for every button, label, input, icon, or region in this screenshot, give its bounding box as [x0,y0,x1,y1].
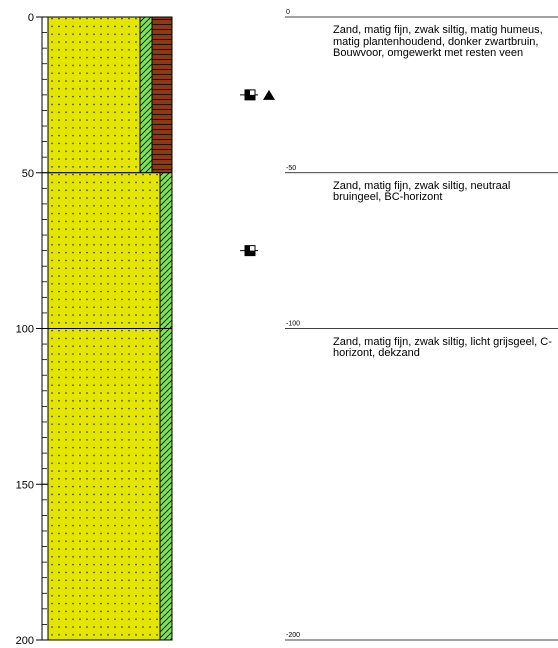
sample-fill [245,250,255,256]
layer-fill [151,16,173,174]
layer-fill [159,172,173,329]
layer-description: Zand, matig fijn, zwak siltig, matig hum… [333,24,543,59]
layer-fill [139,16,153,174]
layer-fill [47,328,161,641]
tick-label: 200 [16,635,34,647]
layer-description: Zand, matig fijn, zwak siltig, licht gri… [333,335,552,359]
layer-fill [159,328,173,641]
depth-label: -50 [286,165,296,172]
tick-label: 0 [28,12,34,24]
sample-marker [240,89,258,101]
layer-fill [47,172,161,329]
layer-description: Zand, matig fijn, zwak siltig, neutraal … [333,179,511,204]
triangle-marker [263,89,275,100]
tick-label: 50 [22,168,34,180]
tick-label: 150 [16,479,34,491]
depth-label: -200 [286,632,300,639]
sample-fill [245,94,255,100]
tick-label: 100 [16,324,34,336]
layer-fill [47,16,141,174]
depth-label: -100 [286,321,300,328]
sample-marker [240,245,258,257]
depth-label: 0 [286,9,290,16]
